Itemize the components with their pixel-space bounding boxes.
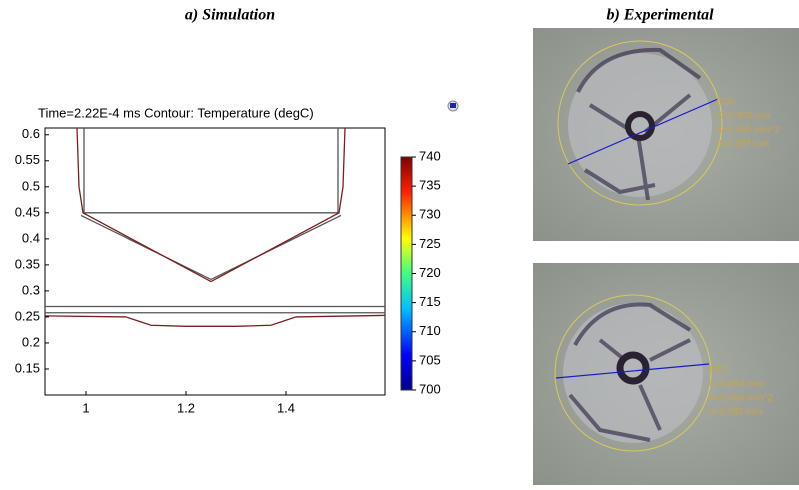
y-tick-label: 0.55 xyxy=(15,152,40,167)
photo-label: d=0.287 mm xyxy=(716,139,769,150)
panel-title: a) Simulation xyxy=(185,7,275,24)
x-tick-label: 1.4 xyxy=(277,400,295,415)
colorbar-tick-label: 740 xyxy=(419,148,441,163)
photo-label: A=0.065 mm^2 xyxy=(716,125,780,136)
crack xyxy=(568,302,692,442)
y-tick-label: 0.2 xyxy=(22,334,40,349)
y-tick-label: 0.35 xyxy=(15,256,40,271)
crater xyxy=(568,53,712,197)
measure-circle xyxy=(554,294,712,452)
y-tick-label: 0.25 xyxy=(15,308,40,323)
contour-line xyxy=(76,127,346,283)
crack xyxy=(576,47,702,201)
y-tick-label: 0.45 xyxy=(15,204,40,219)
photo-label: A=0.064 mm^2 xyxy=(709,393,773,404)
crater xyxy=(563,303,703,443)
crater-center xyxy=(625,111,655,141)
colorbar-tick-label: 710 xyxy=(419,323,441,338)
chart-title: Time=2.22E-4 ms Contour: Temperature (de… xyxy=(38,105,314,120)
plot-area xyxy=(44,127,386,396)
photo-label: d=0.285 mm xyxy=(709,407,762,418)
y-tick-label: 0.6 xyxy=(22,126,40,141)
x-tick-label: 1.2 xyxy=(177,400,195,415)
contour-line xyxy=(80,214,342,281)
panel-title: b) Experimental xyxy=(606,7,714,24)
y-tick-label: 0.3 xyxy=(22,282,40,297)
contour-line xyxy=(83,128,339,214)
colorbar xyxy=(400,156,413,391)
colorbar-tick-label: 705 xyxy=(419,352,441,367)
measure-line xyxy=(567,98,719,165)
photo-label: DC0 xyxy=(716,97,735,108)
measure-circle xyxy=(557,40,723,206)
colorbar-tick-label: 730 xyxy=(419,207,441,222)
colorbar-tick-label: 720 xyxy=(419,265,441,280)
contour-line xyxy=(44,314,386,327)
x-tick-label: 1 xyxy=(82,400,89,415)
icon xyxy=(450,103,456,108)
y-tick-label: 0.5 xyxy=(22,178,40,193)
colorbar-tick-label: 700 xyxy=(419,381,441,396)
y-tick-label: 0.4 xyxy=(22,230,40,245)
colorbar-tick-label: 725 xyxy=(419,236,441,251)
colorbar-tick-label: 735 xyxy=(419,178,441,193)
crater-center xyxy=(616,351,650,385)
y-tick-label: 0.15 xyxy=(15,360,40,375)
colorbar-tick-label: 715 xyxy=(419,294,441,309)
photo-label: C=0.903 mm xyxy=(716,111,771,122)
photo-label: DC0 xyxy=(709,365,728,376)
photo-label: C=0.894 mm xyxy=(709,379,764,390)
measure-line xyxy=(555,363,710,379)
